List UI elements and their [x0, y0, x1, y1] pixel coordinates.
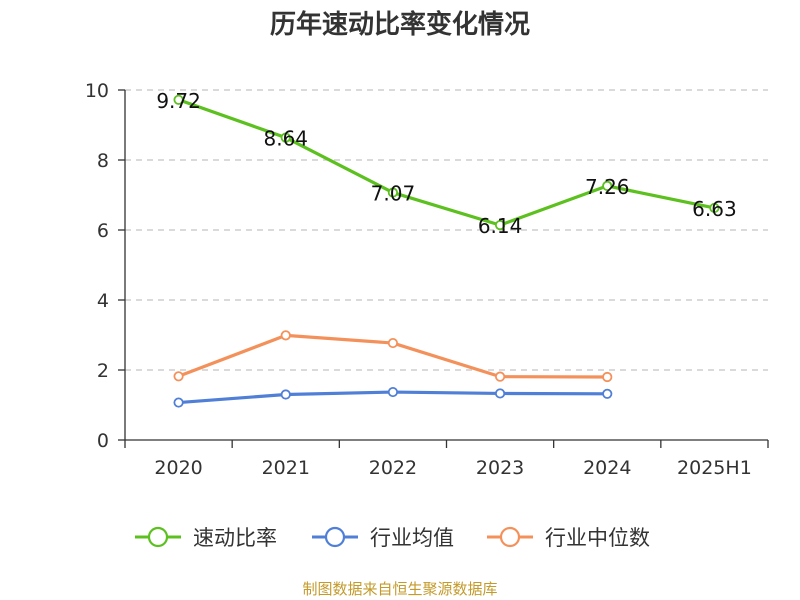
- legend: 速动比率 行业均值 行业中位数: [135, 526, 650, 550]
- y-tick-label: 4: [97, 290, 109, 312]
- data-point: [387, 386, 399, 398]
- legend-label[interactable]: 行业中位数: [545, 526, 650, 550]
- y-tick-label: 0: [97, 430, 109, 452]
- legend-marker-icon: [147, 526, 169, 548]
- data-point: [602, 180, 613, 191]
- chart-title: 历年速动比率变化情况: [270, 9, 530, 40]
- data-point: [602, 371, 613, 383]
- data-point: [173, 94, 184, 105]
- data-label: 8.64: [263, 127, 308, 151]
- x-tick-label: 2020: [154, 457, 202, 479]
- data-labels: 9.72 8.64 7.07 6.14 7.26 6.63: [156, 89, 736, 238]
- data-point: [387, 187, 399, 198]
- data-point: [280, 389, 291, 400]
- y-tick-label: 10: [85, 80, 109, 102]
- data-point: [494, 388, 506, 399]
- x-tick-label: 2025H1: [677, 457, 752, 479]
- data-point: [709, 202, 720, 214]
- data-label: 9.72: [156, 89, 201, 113]
- x-tick-label: 2022: [369, 457, 417, 479]
- legend-label[interactable]: 行业均值: [370, 526, 454, 550]
- data-label: 6.63: [692, 197, 737, 221]
- legend-marker-icon: [499, 526, 521, 548]
- series-line-0: [178, 98, 715, 227]
- x-tick-label: 2023: [476, 457, 524, 479]
- legend-label[interactable]: 速动比率: [193, 526, 277, 550]
- axes: 0 2 4 6 8 10 2020 2021 2022 2023 2024 2025H1: [85, 80, 769, 479]
- legend-marker-icon: [324, 526, 346, 548]
- y-tick-label: 2: [97, 360, 109, 382]
- data-label: 7.07: [371, 182, 416, 206]
- data-label: 6.14: [478, 214, 523, 238]
- data-label: 7.26: [585, 175, 630, 199]
- grid: [125, 89, 768, 371]
- data-point: [602, 388, 613, 399]
- series-lines: [173, 94, 720, 408]
- y-tick-label: 8: [97, 150, 109, 172]
- x-tick-label: 2021: [262, 457, 310, 479]
- y-tick-label: 6: [97, 220, 109, 242]
- data-point: [173, 371, 184, 382]
- data-point: [280, 132, 291, 143]
- data-point: [280, 330, 291, 341]
- data-point: [494, 371, 506, 382]
- data-point: [494, 220, 506, 231]
- x-tick-label: 2024: [583, 457, 631, 479]
- data-point: [387, 337, 399, 349]
- data-point: [173, 397, 184, 408]
- source-footer: 制图数据来自恒生聚源数据库: [302, 580, 497, 598]
